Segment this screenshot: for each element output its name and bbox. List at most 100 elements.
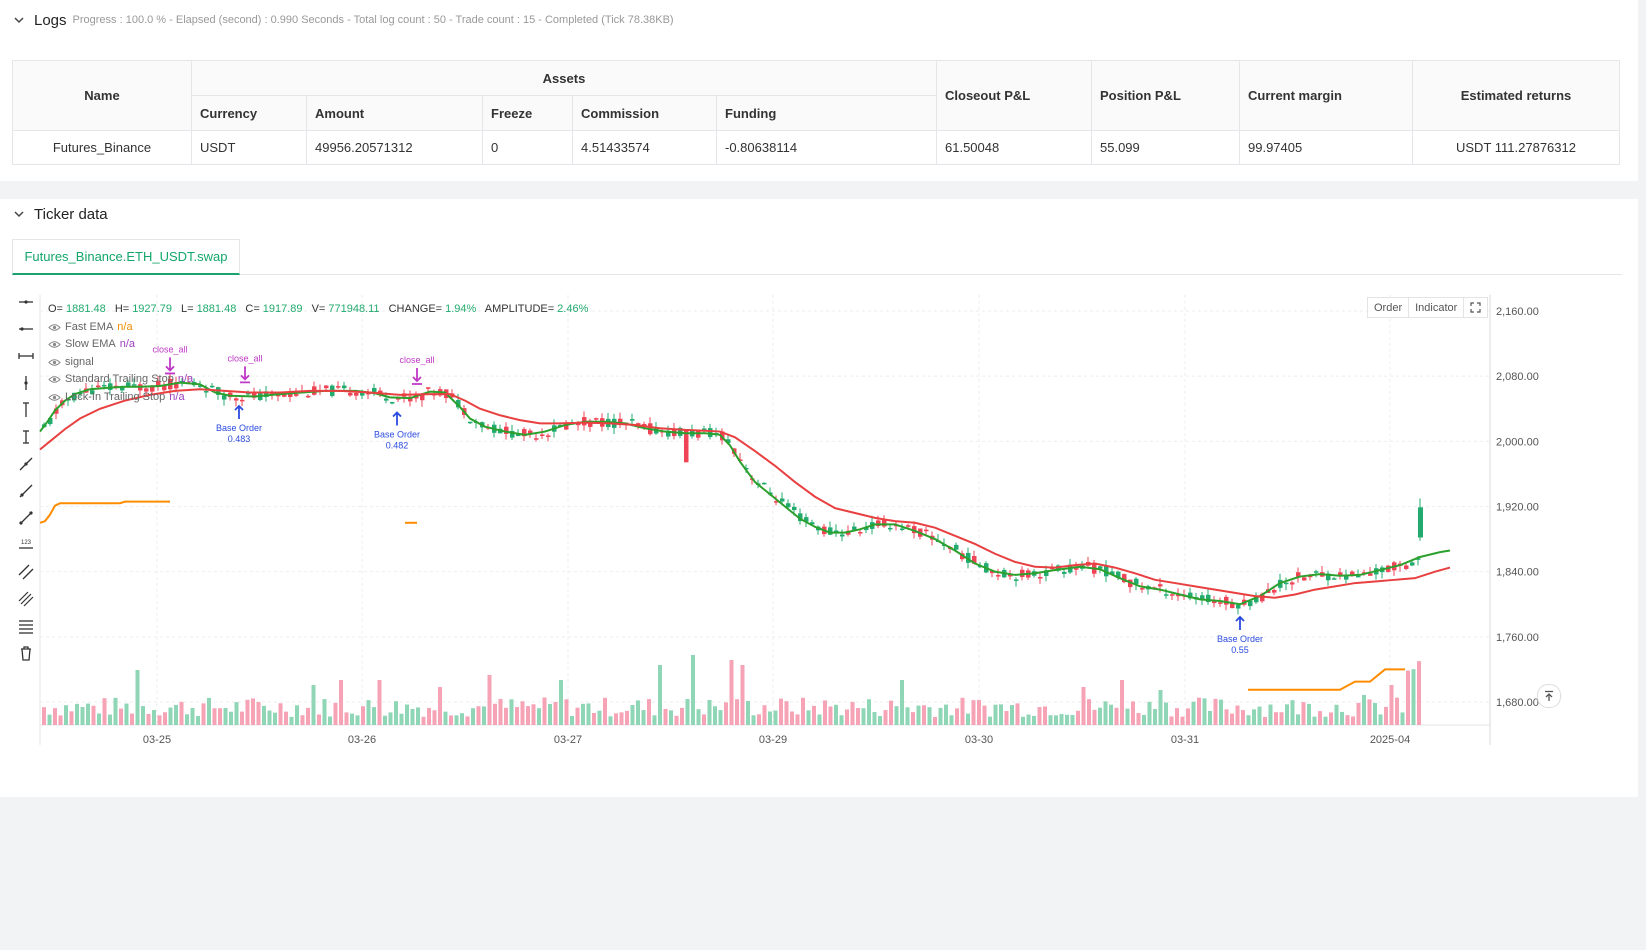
extended-line-icon[interactable] — [14, 345, 38, 367]
candle — [54, 408, 59, 414]
volume-bar — [201, 703, 206, 725]
volume-bar — [234, 702, 239, 725]
volume-bar — [1180, 716, 1185, 725]
volume-bar — [1345, 715, 1350, 725]
parallel-channel-icon[interactable] — [14, 561, 38, 583]
volume-bar — [333, 702, 338, 725]
candle — [516, 433, 521, 437]
candle — [990, 570, 995, 574]
legend-lock-in-trailing-stop[interactable]: Lock-In Trailing Stop n/a — [48, 389, 594, 407]
trailing-stop-line — [39, 500, 170, 524]
volume-bar — [229, 711, 233, 725]
volume-bar — [625, 710, 629, 725]
candle — [618, 418, 623, 425]
volume-bar — [273, 712, 277, 725]
candle — [534, 438, 539, 440]
candle — [264, 391, 269, 398]
fib-retracement-icon[interactable] — [14, 615, 38, 637]
volume-bar — [801, 697, 805, 725]
chevron-down-icon[interactable] — [12, 207, 26, 221]
horizontal-ray-icon[interactable] — [14, 291, 38, 313]
legend-signal[interactable]: signal — [48, 354, 594, 372]
logs-header[interactable]: Logs Progress : 100.0 % - Elapsed (secon… — [12, 8, 674, 32]
volume-bar — [548, 703, 552, 725]
volume-bar — [383, 715, 387, 725]
arrow-up-icon[interactable] — [1543, 690, 1555, 702]
tab-eth-usdt-swap[interactable]: Futures_Binance.ETH_USDT.swap — [12, 239, 240, 275]
candle — [1224, 596, 1229, 605]
ticker-title: Ticker data — [34, 205, 108, 223]
ticker-header[interactable]: Ticker data — [12, 202, 108, 226]
volume-bar — [1142, 714, 1146, 725]
horizontal-line-icon[interactable] — [14, 318, 38, 340]
candle — [1284, 582, 1289, 585]
chart-controls: Order Indicator — [1367, 297, 1489, 318]
ray-line-icon[interactable] — [14, 480, 38, 502]
candle — [1044, 570, 1049, 576]
eye-icon[interactable] — [48, 340, 61, 349]
vertical-ray-icon[interactable] — [14, 399, 38, 421]
volume-bar — [526, 706, 530, 725]
marker-label: Base Order — [1217, 634, 1263, 644]
volume-bar — [53, 708, 57, 725]
volume-bar — [350, 713, 354, 725]
volume-bar — [746, 700, 750, 725]
candle — [882, 519, 887, 527]
volume-bar — [1411, 669, 1416, 725]
volume-bar — [504, 707, 508, 725]
ohlc-amplitude: AMPLITUDE= 2.46% — [484, 303, 589, 315]
volume-bar — [1312, 716, 1317, 725]
volume-bar — [267, 710, 272, 725]
indicator-button[interactable]: Indicator — [1409, 297, 1465, 318]
candle — [132, 384, 137, 386]
volume-bar — [1004, 711, 1009, 725]
volume-bar — [691, 655, 695, 725]
vertical-line-icon[interactable] — [14, 372, 38, 394]
candle — [900, 528, 905, 531]
chevron-down-icon[interactable] — [12, 13, 26, 27]
price-chart[interactable]: 2,160.00 2,080.00 2,000.00 1,920.00 1,840.00… — [0, 280, 1640, 950]
candle — [546, 435, 551, 437]
close-all-arrow — [165, 357, 175, 375]
legend-standard-trailing-stop[interactable]: Standard Trailing Stop n/a — [48, 371, 594, 389]
volume-bar — [196, 716, 200, 725]
legend-fast-ema[interactable]: Fast EMA n/a — [48, 319, 594, 337]
volume-bar — [427, 707, 431, 725]
volume-bar — [1175, 708, 1179, 725]
svg-text:123: 123 — [21, 540, 32, 546]
candle — [828, 527, 833, 535]
volume-bar — [344, 712, 349, 725]
volume-bar — [1032, 715, 1036, 725]
volume-bar — [284, 711, 288, 725]
eye-icon[interactable] — [48, 358, 61, 367]
candle — [1350, 571, 1355, 576]
eye-icon[interactable] — [48, 323, 61, 332]
base-order-arrow — [234, 404, 244, 419]
volume-bar — [438, 687, 442, 725]
price-label-icon[interactable]: 123 — [14, 534, 38, 556]
volume-bar — [900, 680, 904, 725]
candle — [174, 382, 179, 389]
col-returns: Estimated returns — [1412, 60, 1620, 131]
fullscreen-icon[interactable] — [1464, 297, 1489, 318]
fib-channel-icon[interactable] — [14, 588, 38, 610]
trash-icon[interactable] — [14, 642, 38, 664]
legend-slow-ema[interactable]: Slow EMA n/a — [48, 336, 594, 354]
eye-icon[interactable] — [48, 375, 61, 384]
candle — [1098, 566, 1103, 569]
volume-bar — [883, 710, 888, 725]
volume-bar — [278, 703, 283, 725]
cell-funding: -0.80638114 — [716, 130, 937, 165]
scroll-top-button[interactable] — [1537, 684, 1561, 708]
candle — [1296, 572, 1301, 577]
candle — [252, 391, 257, 398]
col-funding: Funding — [716, 95, 937, 131]
vertical-segment-icon[interactable] — [14, 426, 38, 448]
trend-line-icon[interactable] — [14, 453, 38, 475]
volume-bar — [432, 710, 437, 725]
volume-bar — [762, 705, 767, 725]
segment-line-icon[interactable] — [14, 507, 38, 529]
candle — [1254, 595, 1259, 603]
eye-icon[interactable] — [48, 393, 61, 402]
order-button[interactable]: Order — [1367, 297, 1410, 318]
